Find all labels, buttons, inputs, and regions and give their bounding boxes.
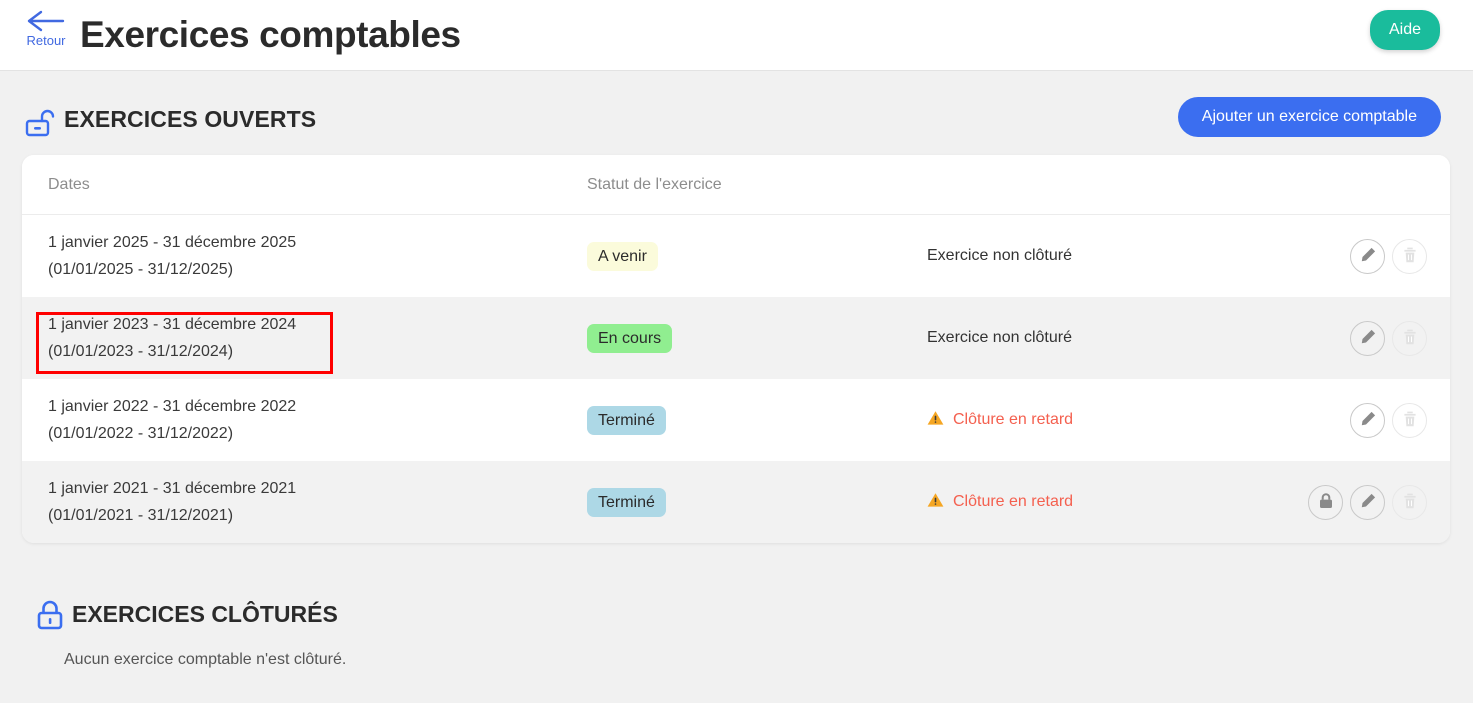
row-dates-long: 1 janvier 2025 - 31 décembre 2025 xyxy=(48,234,297,251)
edit-icon xyxy=(1359,492,1377,513)
column-header-dates: Dates xyxy=(48,175,90,193)
row-actions-cell xyxy=(1287,238,1450,274)
edit-button[interactable] xyxy=(1350,484,1385,520)
delete-button xyxy=(1392,402,1427,438)
edit-button[interactable] xyxy=(1350,402,1385,438)
row-actions-cell xyxy=(1287,484,1450,520)
delete-button xyxy=(1392,238,1427,274)
lock-icon xyxy=(36,600,66,637)
row-dates-short: (01/01/2023 - 31/12/2024) xyxy=(48,343,234,360)
row-dates-cell: 1 janvier 2025 - 31 décembre 2025 (01/01/… xyxy=(22,229,587,283)
row-status-cell: Terminé xyxy=(587,405,927,435)
edit-icon xyxy=(1359,328,1377,349)
open-exercises-table: Dates Statut de l'exercice 1 janvier 202… xyxy=(22,155,1450,543)
delete-button xyxy=(1392,484,1427,520)
row-dates-short: (01/01/2021 - 31/12/2021) xyxy=(48,507,234,524)
page-content: EXERCICES OUVERTS Ajouter un exercice co… xyxy=(0,95,1473,669)
add-exercise-button[interactable]: Ajouter un exercice comptable xyxy=(1177,97,1441,137)
table-row[interactable]: 1 janvier 2022 - 31 décembre 2022 (01/01/… xyxy=(22,379,1450,461)
row-dates-cell: 1 janvier 2022 - 31 décembre 2022 (01/01/… xyxy=(22,393,587,447)
lock-button[interactable] xyxy=(1308,484,1343,520)
row-closure-cell: Exercice non clôturé xyxy=(927,329,1287,347)
table-row[interactable]: 1 janvier 2021 - 31 décembre 2021 (01/01/… xyxy=(22,461,1450,543)
warning-icon xyxy=(927,410,944,431)
open-section-header: EXERCICES OUVERTS Ajouter un exercice co… xyxy=(0,95,1473,151)
row-closure-cell: Exercice non clôturé xyxy=(927,247,1287,265)
row-actions-cell xyxy=(1287,320,1450,356)
column-header-status: Statut de l'exercice xyxy=(587,175,722,193)
row-dates-long: 1 janvier 2022 - 31 décembre 2022 xyxy=(48,398,297,415)
open-section-title: EXERCICES OUVERTS xyxy=(64,106,317,132)
row-state-text: Clôture en retard xyxy=(953,411,1074,428)
row-closure-cell: Clôture en retard xyxy=(927,410,1287,431)
delete-icon xyxy=(1401,492,1419,513)
row-dates-cell: 1 janvier 2023 - 31 décembre 2024 (01/01/… xyxy=(22,311,587,365)
closed-section-empty-message: Aucun exercice comptable n'est clôturé. xyxy=(64,651,347,668)
lock-icon xyxy=(1317,492,1335,513)
row-dates-long: 1 janvier 2021 - 31 décembre 2021 xyxy=(48,480,297,497)
row-actions-cell xyxy=(1287,402,1450,438)
warning-icon xyxy=(927,492,944,513)
row-state-text: Exercice non clôturé xyxy=(927,329,1072,346)
status-badge: Terminé xyxy=(587,405,666,435)
edit-icon xyxy=(1359,246,1377,267)
row-status-cell: Terminé xyxy=(587,487,927,517)
table-header-row: Dates Statut de l'exercice xyxy=(22,155,1450,215)
arrow-left-icon xyxy=(18,10,74,34)
help-button[interactable]: Aide xyxy=(1369,10,1440,50)
row-dates-short: (01/01/2025 - 31/12/2025) xyxy=(48,261,234,278)
delete-icon xyxy=(1401,246,1419,267)
back-label: Retour xyxy=(26,33,66,48)
row-status-cell: A venir xyxy=(587,241,927,271)
app-header: Retour Exercices comptables Aide xyxy=(0,0,1473,71)
delete-icon xyxy=(1401,410,1419,431)
table-row[interactable]: 1 janvier 2023 - 31 décembre 2024 (01/01/… xyxy=(22,297,1450,379)
closed-section-title: EXERCICES CLÔTURÉS xyxy=(72,601,338,627)
delete-button xyxy=(1392,320,1427,356)
back-button[interactable]: Retour xyxy=(18,10,74,48)
row-closure-cell: Clôture en retard xyxy=(927,492,1287,513)
delete-icon xyxy=(1401,328,1419,349)
table-row[interactable]: 1 janvier 2025 - 31 décembre 2025 (01/01/… xyxy=(22,215,1450,297)
row-state-text: Exercice non clôturé xyxy=(927,247,1072,264)
row-status-cell: En cours xyxy=(587,323,927,353)
status-badge: A venir xyxy=(587,241,658,271)
page-title: Exercices comptables xyxy=(80,14,461,55)
status-badge: En cours xyxy=(587,323,673,353)
status-badge: Terminé xyxy=(587,487,666,517)
closed-section-header: EXERCICES CLÔTURÉS xyxy=(0,595,1473,645)
row-dates-long: 1 janvier 2023 - 31 décembre 2024 xyxy=(48,316,297,333)
edit-icon xyxy=(1359,410,1377,431)
edit-button[interactable] xyxy=(1350,320,1385,356)
row-dates-short: (01/01/2022 - 31/12/2022) xyxy=(48,425,234,442)
row-dates-cell: 1 janvier 2021 - 31 décembre 2021 (01/01/… xyxy=(22,475,587,529)
unlock-icon xyxy=(24,107,56,144)
edit-button[interactable] xyxy=(1350,238,1385,274)
row-state-text: Clôture en retard xyxy=(953,493,1074,510)
